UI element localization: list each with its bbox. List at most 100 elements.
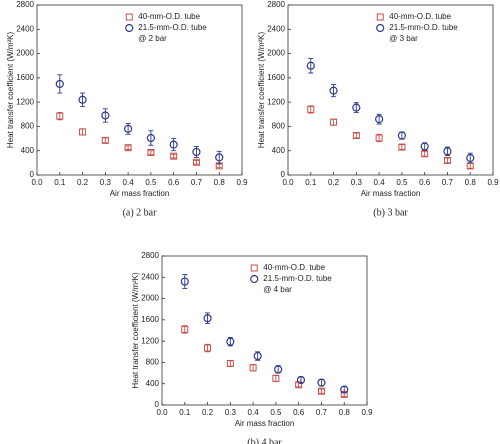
x-axis-title: Air mass fraction: [361, 189, 421, 198]
error-bar: [216, 150, 222, 164]
error-bar: [444, 157, 450, 164]
y-axis-title: Heat transfer coefficient (W/m²K): [257, 32, 266, 149]
plot-frame: [287, 4, 494, 176]
y-tick-label: 2800: [141, 251, 159, 260]
y-tick-label: 0: [155, 400, 160, 409]
y-tick-label: 800: [21, 122, 35, 131]
caption: (b) 4 bar: [247, 437, 282, 444]
error-bar: [193, 159, 199, 165]
error-bar: [422, 142, 428, 151]
x-tick-label: 0.6: [168, 178, 180, 187]
error-bar: [318, 388, 324, 394]
caption: (a) 2 bar: [123, 207, 158, 218]
error-bar: [216, 163, 222, 169]
x-tick-label: 0.4: [248, 408, 260, 417]
y-tick-label: 0: [281, 170, 286, 179]
legend-label: 40-mm-O.D. tube: [389, 12, 451, 21]
legend-marker: [376, 23, 385, 33]
error-bar: [182, 325, 188, 334]
y-tick-label: 2000: [267, 49, 285, 58]
error-bar: [308, 57, 314, 74]
x-tick-label: 0.7: [442, 178, 454, 187]
error-bar: [125, 122, 131, 135]
marker: [398, 143, 406, 151]
error-bar: [331, 118, 337, 126]
x-tick-label: 0.1: [54, 178, 66, 187]
x-tick-label: 0.0: [282, 178, 294, 187]
x-tick-label: 0.2: [77, 178, 89, 187]
marker: [192, 158, 200, 166]
legend-label: 40-mm-O.D. tube: [263, 263, 325, 272]
error-bar: [318, 379, 324, 387]
error-bar: [227, 360, 233, 367]
error-bar: [102, 137, 108, 144]
x-tick-label: 0.7: [191, 178, 203, 187]
error-bar: [205, 312, 211, 325]
error-bar: [353, 102, 359, 113]
y-tick-label: 2800: [16, 0, 34, 9]
marker: [170, 152, 178, 160]
y-axis-title: Heat transfer coefficient (W/m²K): [131, 272, 140, 389]
x-tick-label: 0.0: [156, 408, 168, 417]
panel: 0.0 0.1 0.2 0.3 0.4 0.5 0.6 0.7 0.8 0.9 0 400 800 120…: [257, 0, 499, 218]
error-bar: [148, 150, 154, 155]
error-bar: [171, 153, 177, 159]
x-tick-label: 0.9: [361, 408, 373, 417]
error-bar: [125, 145, 131, 150]
y-tick-label: 2400: [141, 272, 159, 281]
x-tick-label: 0.4: [123, 178, 135, 187]
x-tick-label: 0.8: [214, 178, 226, 187]
error-bar: [308, 105, 314, 114]
error-bar: [275, 365, 281, 374]
x-axis-title: Air mass fraction: [110, 189, 170, 198]
y-tick-label: 2000: [141, 294, 159, 303]
marker: [352, 132, 360, 140]
y-tick-label: 2400: [267, 24, 285, 33]
x-tick-label: 0.9: [487, 178, 499, 187]
y-tick-label: 1200: [16, 97, 34, 106]
y-tick-label: 400: [272, 146, 286, 155]
error-bar: [205, 343, 211, 353]
error-bar: [171, 138, 177, 152]
y-tick-label: 2000: [16, 49, 34, 58]
x-tick-label: 0.8: [339, 408, 351, 417]
y-tick-label: 1600: [16, 73, 34, 82]
legend-marker: [125, 13, 133, 21]
error-bar: [255, 351, 261, 361]
error-bar: [331, 84, 337, 98]
y-tick-label: 2800: [267, 0, 285, 9]
y-tick-label: 1200: [267, 97, 285, 106]
marker: [101, 136, 109, 144]
y-tick-label: 400: [146, 379, 160, 388]
error-bar: [467, 152, 473, 164]
legend-label: 21.5-mm-O.D. tube: [138, 23, 207, 32]
marker: [421, 150, 429, 158]
legend-marker: [250, 264, 258, 272]
panel: 0.0 0.1 0.2 0.3 0.4 0.5 0.6 0.7 0.8 0.9 0 400 800 120…: [131, 251, 373, 444]
marker: [147, 149, 155, 157]
y-tick-label: 2400: [16, 24, 34, 33]
y-tick-label: 1200: [141, 336, 159, 345]
error-bar: [148, 130, 154, 146]
annotation: @ 4 bar: [263, 285, 292, 294]
x-tick-label: 0.7: [316, 408, 328, 417]
marker: [317, 387, 325, 395]
x-tick-label: 0.2: [202, 408, 214, 417]
legend-marker: [125, 23, 134, 33]
legend-marker: [250, 274, 259, 284]
x-tick-label: 0.4: [374, 178, 386, 187]
x-tick-label: 0.3: [100, 178, 112, 187]
error-bar: [422, 150, 428, 157]
marker: [295, 381, 303, 389]
x-tick-label: 0.3: [351, 178, 363, 187]
error-bar: [399, 131, 405, 140]
x-tick-label: 0.5: [145, 178, 157, 187]
y-tick-label: 1600: [267, 73, 285, 82]
error-bar: [467, 163, 473, 169]
plot-frame: [36, 4, 243, 176]
x-tick-label: 0.5: [270, 408, 282, 417]
error-bar: [182, 274, 188, 289]
x-axis-title: Air mass fraction: [235, 419, 295, 428]
error-bar: [444, 146, 450, 157]
